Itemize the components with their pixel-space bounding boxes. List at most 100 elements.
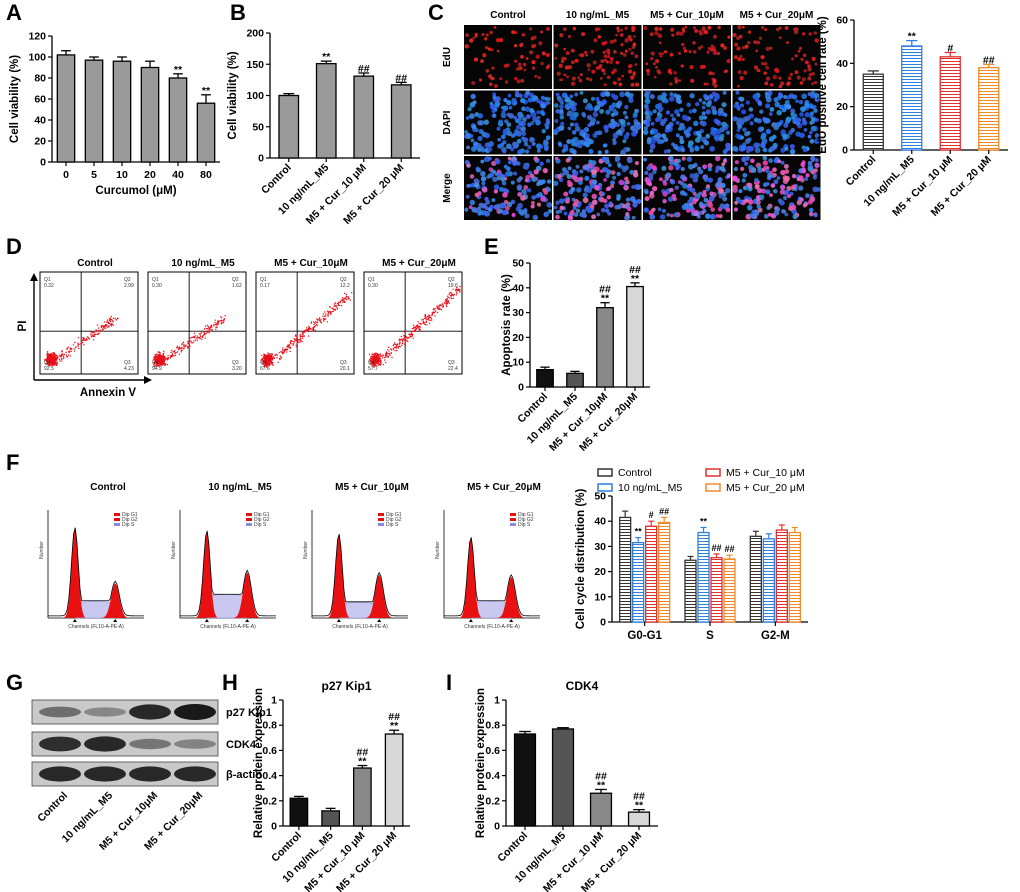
cell-nucleus <box>712 109 718 116</box>
event-dot <box>66 348 68 350</box>
event-dot <box>270 355 272 357</box>
hist-y-axis-title: Number <box>39 541 45 559</box>
cell-nucleus <box>778 76 782 80</box>
cell-nucleus <box>531 141 536 146</box>
cell-nucleus <box>679 135 684 141</box>
cell-nucleus <box>703 93 708 99</box>
cell-nucleus <box>581 32 586 37</box>
hist-legend-label: Dip S <box>386 522 399 528</box>
event-dot <box>271 354 274 356</box>
cell-nucleus <box>679 107 684 112</box>
event-dot <box>197 335 199 337</box>
event-dot <box>65 351 67 354</box>
hist-legend-label: Dip S <box>518 522 531 528</box>
cell-nucleus <box>626 121 631 126</box>
event-dot <box>163 362 165 365</box>
cell-nucleus <box>701 111 706 116</box>
cell-nucleus <box>520 195 526 201</box>
cell-nucleus <box>584 185 590 190</box>
cell-nucleus <box>478 78 483 82</box>
cell-nucleus <box>489 101 494 106</box>
bar-1-0 <box>684 559 697 623</box>
g2-peak <box>366 574 393 618</box>
cell-nucleus <box>498 119 503 125</box>
event-dot <box>313 323 315 326</box>
significance-label: ## <box>599 284 611 296</box>
cell-nucleus <box>733 207 739 212</box>
cell-nucleus <box>591 214 597 220</box>
cell-nucleus <box>597 130 603 136</box>
cell-nucleus <box>481 181 486 186</box>
event-dot <box>424 323 426 326</box>
legend-swatch <box>597 468 613 477</box>
cell-nucleus <box>643 207 649 213</box>
cell-nucleus <box>477 148 482 152</box>
cell-nucleus <box>496 126 501 131</box>
event-dot <box>325 315 327 317</box>
cell-nucleus <box>698 115 704 121</box>
cell-nucleus <box>560 121 565 126</box>
event-dot <box>374 359 377 362</box>
cell-nucleus <box>725 188 731 194</box>
cell-nucleus <box>525 90 531 96</box>
event-dot <box>266 366 268 368</box>
event-dot <box>67 346 70 348</box>
cell-nucleus <box>469 199 475 206</box>
cell-nucleus <box>742 185 748 191</box>
cell-nucleus <box>493 184 500 190</box>
cell-nucleus <box>786 41 789 44</box>
event-dot <box>448 302 450 304</box>
event-dot <box>370 356 372 358</box>
cell-nucleus <box>470 146 477 152</box>
cell-nucleus <box>777 92 783 97</box>
event-dot <box>200 330 203 333</box>
cell-nucleus <box>678 51 682 55</box>
bar-1-3 <box>723 558 736 623</box>
g1-peak <box>460 539 482 618</box>
cell-nucleus <box>737 70 742 75</box>
cell-nucleus <box>705 109 711 115</box>
cell-nucleus <box>589 204 595 209</box>
cell-nucleus <box>607 211 612 216</box>
event-dot <box>167 354 169 357</box>
event-dot <box>382 357 384 359</box>
event-dot <box>180 351 183 353</box>
event-dot <box>409 334 411 336</box>
event-dot <box>294 339 296 341</box>
significance-label: ** <box>700 517 708 527</box>
event-dot <box>51 356 54 358</box>
event-dot <box>456 286 458 289</box>
cell-nucleus <box>673 161 679 167</box>
cell-nucleus <box>563 73 567 77</box>
cell-nucleus <box>541 111 546 116</box>
event-dot <box>392 348 395 350</box>
cell-nucleus <box>646 117 652 123</box>
event-dot <box>391 356 393 359</box>
cell-nucleus <box>734 42 739 47</box>
y-tick-label: 50 <box>594 491 606 503</box>
cell-nucleus <box>464 207 469 212</box>
cell-nucleus <box>468 205 473 209</box>
event-dot <box>307 327 310 330</box>
cell-nucleus <box>801 117 806 122</box>
cell-nucleus <box>693 120 699 127</box>
event-dot <box>51 359 53 362</box>
cell-nucleus <box>804 112 810 118</box>
event-dot <box>49 361 51 364</box>
cell-nucleus <box>651 165 657 171</box>
cell-nucleus <box>705 133 711 139</box>
chart-title: p27 Kip1 <box>321 679 371 693</box>
event-dot <box>77 347 80 350</box>
cell-nucleus <box>616 29 621 33</box>
x-tick-label: 40 <box>172 169 184 181</box>
panel-label-b: B <box>230 0 246 25</box>
cell-nucleus <box>703 197 709 203</box>
x-tick-label: Control <box>259 162 294 197</box>
event-dot <box>333 305 335 308</box>
cell-nucleus <box>599 109 605 114</box>
cell-nucleus <box>633 169 638 174</box>
cell-nucleus <box>686 156 693 162</box>
cell-nucleus <box>566 139 572 145</box>
event-dot <box>404 338 406 341</box>
